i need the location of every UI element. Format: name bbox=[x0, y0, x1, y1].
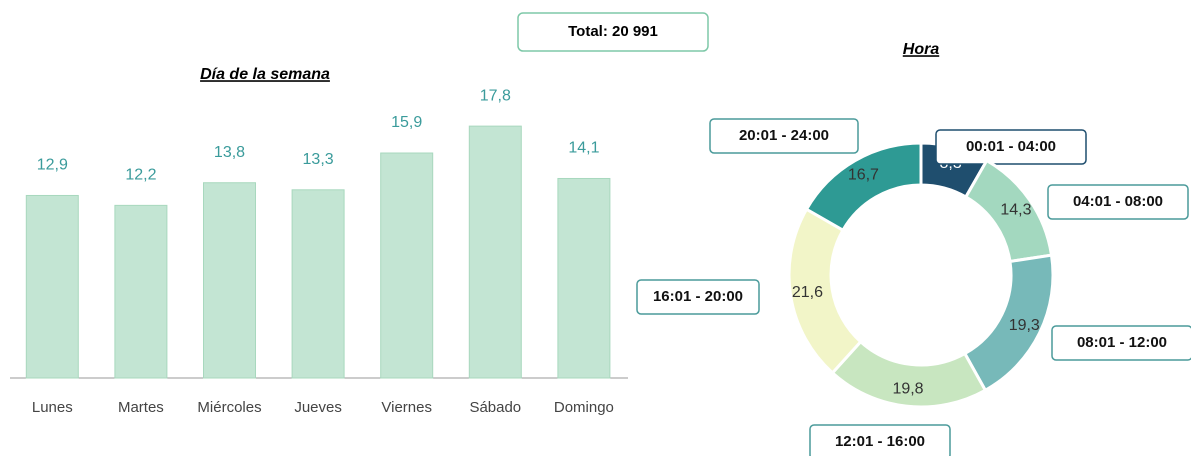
value-label: 12,2 bbox=[125, 167, 156, 184]
value-label: 12,9 bbox=[37, 157, 68, 174]
value-label: 14,1 bbox=[568, 140, 599, 157]
value-label: 17,8 bbox=[480, 87, 511, 104]
total: Total: 20 991 bbox=[568, 23, 658, 40]
category-label: 08:01 - 12:00 bbox=[1077, 334, 1167, 351]
value-label: 14,3 bbox=[1000, 201, 1031, 218]
bar bbox=[557, 177, 611, 379]
bar bbox=[25, 194, 79, 379]
category-box bbox=[809, 424, 951, 456]
category-label: 04:01 - 08:00 bbox=[1073, 193, 1163, 210]
category-box bbox=[636, 279, 760, 315]
x-tick-label: Viernes bbox=[381, 399, 432, 416]
donut-title: Hora bbox=[903, 41, 940, 58]
x-tick-label: Sábado bbox=[469, 399, 521, 416]
category-label: 00:01 - 04:00 bbox=[966, 138, 1056, 155]
value-label: 13,8 bbox=[214, 144, 245, 161]
total-box bbox=[517, 12, 709, 52]
bar bbox=[291, 189, 345, 379]
value-label: 15,9 bbox=[391, 114, 422, 131]
bar-title: Día de la semana bbox=[200, 66, 330, 83]
x-tick-label: Jueves bbox=[294, 399, 342, 416]
donut-slice bbox=[804, 141, 923, 233]
value-label: 21,6 bbox=[792, 284, 823, 301]
category-label: 12:01 - 16:00 bbox=[835, 433, 925, 450]
category-box bbox=[935, 129, 1087, 165]
value-label: 16,7 bbox=[848, 167, 879, 184]
x-tick-label: Miércoles bbox=[197, 399, 261, 416]
bar bbox=[114, 204, 168, 379]
bar bbox=[380, 152, 434, 379]
category-box bbox=[709, 118, 859, 154]
value-label: 19,3 bbox=[1009, 317, 1040, 334]
x-tick-label: Lunes bbox=[32, 399, 73, 416]
value-label: 19,8 bbox=[892, 380, 923, 397]
category-box bbox=[1047, 184, 1189, 220]
category-label: 20:01 - 24:00 bbox=[739, 127, 829, 144]
x-tick-label: Martes bbox=[118, 399, 164, 416]
x-tick-label: Domingo bbox=[554, 399, 614, 416]
value-label: 13,3 bbox=[303, 151, 334, 168]
bar bbox=[203, 182, 256, 379]
category-box bbox=[1051, 325, 1191, 361]
category-label: 16:01 - 20:00 bbox=[653, 288, 743, 305]
bar bbox=[468, 125, 522, 379]
